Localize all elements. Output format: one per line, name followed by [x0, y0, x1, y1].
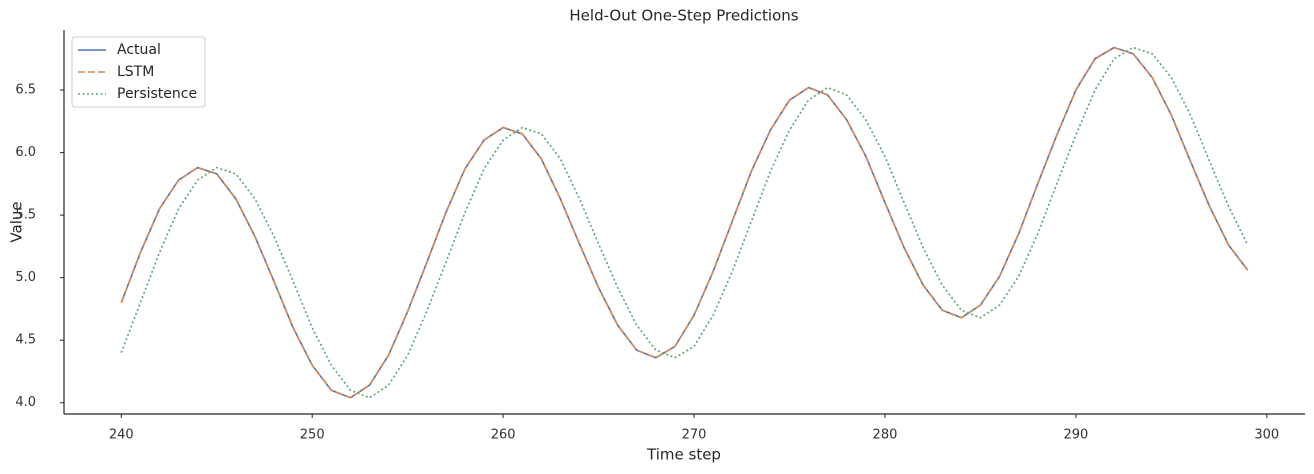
y-tick-label: 6.5	[15, 83, 36, 98]
x-tick-label: 300	[1254, 428, 1279, 443]
legend: Actual LSTM Persistence	[71, 36, 206, 108]
y-axis-label: Value	[8, 201, 26, 242]
x-tick-label: 240	[109, 428, 134, 443]
legend-label: Persistence	[117, 86, 197, 102]
y-tick-label: 5.0	[15, 270, 36, 285]
chart-title: Held-Out One-Step Predictions	[569, 7, 798, 25]
legend-label: LSTM	[117, 64, 154, 80]
legend-box	[71, 36, 206, 108]
x-tick-label: 250	[300, 428, 325, 443]
x-tick-label: 290	[1063, 428, 1088, 443]
y-tick-label: 4.5	[15, 333, 36, 348]
x-tick-label: 270	[682, 428, 707, 443]
y-tick-label: 5.5	[15, 208, 36, 223]
x-axis-label: Time step	[646, 446, 721, 464]
series-line	[120, 46, 1249, 399]
x-tick-label: 280	[873, 428, 898, 443]
x-tick-label: 260	[491, 428, 516, 443]
y-tick-label: 4.0	[15, 395, 36, 410]
series-line	[120, 46, 1249, 399]
y-tick-label: 6.0	[15, 145, 36, 160]
series-line	[120, 46, 1249, 399]
legend-label: Actual	[117, 42, 161, 58]
